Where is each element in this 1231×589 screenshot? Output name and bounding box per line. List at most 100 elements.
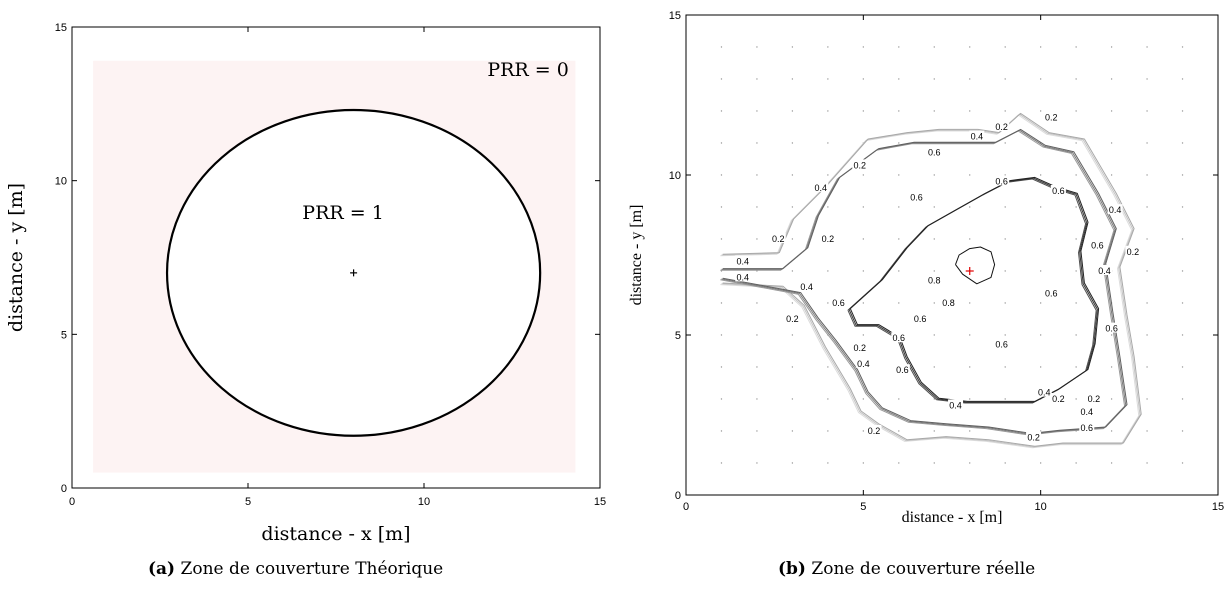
panel-b-grid-dot: [827, 110, 829, 112]
panel-b-contours: [720, 112, 1142, 449]
panel-b-grid-dot: [898, 398, 900, 400]
panel-b-x-tick-label: 0: [683, 501, 689, 513]
panel-b-grid-dot: [1181, 238, 1184, 240]
panel-b-grid-dot: [933, 302, 935, 304]
panel-b-grid-dot: [933, 366, 935, 368]
panel-b-contour-label: 0.6: [1052, 186, 1065, 196]
panel-b-contour-label-bg: [1026, 431, 1042, 442]
panel-b-grid-dot: [969, 238, 971, 240]
panel-b-grid-dot: [1146, 334, 1148, 336]
panel-b-grid-dot: [1075, 238, 1077, 240]
panel-b-grid-dot: [862, 206, 865, 208]
panel-b-contour-label: 0.2: [868, 426, 881, 436]
panel-b-contour-label: 0.2: [854, 160, 867, 170]
panel-b-grid-dot: [1146, 398, 1148, 400]
panel-b-grid-dot: [898, 110, 900, 112]
panel-b-contour-label-bg: [894, 364, 910, 375]
panel-b-grid-dot: [791, 78, 794, 80]
panel-b-grid-dot: [1039, 78, 1042, 80]
panel-b-contour-labels: 0.2 0.2 0.4 0.4 0.4 0.2 0.4 0.2 0.6 0.2 0.6 0.6 0.6 0…: [735, 111, 1141, 442]
panel-b-contour-label: 0.6: [1081, 423, 1094, 433]
panel-b-grid-dot: [720, 462, 723, 464]
panel-b-contour-label-bg: [1079, 421, 1095, 432]
panel-b-grid-dot: [1004, 174, 1006, 176]
panel-b-contour-label-bg: [1036, 386, 1052, 397]
panel-b-grid-dot: [1039, 334, 1042, 336]
panel-b-grid-dot: [1181, 110, 1184, 112]
panel-b-grid-dot: [1039, 430, 1042, 432]
panel-b-grid-dot: [720, 142, 723, 144]
panel-b-grid-dot: [827, 142, 829, 144]
panel-b-grid-dot: [1004, 110, 1006, 112]
panel-b-grid-dot: [1146, 302, 1148, 304]
panel-b-grid-dot: [1146, 270, 1148, 272]
panel-b-contour-label-bg: [1086, 393, 1102, 403]
panel-b-grid-dot: [969, 462, 971, 464]
panel-b-x-tick-label: 15: [1212, 501, 1224, 513]
panel-b-grid-dot: [1075, 270, 1077, 272]
panel-b-contour-label-bg: [909, 191, 925, 202]
panel-b-grid-dot: [756, 174, 758, 176]
panel-b-grid-dot: [791, 206, 794, 208]
panel-b-caption-text: Zone de couverture réelle: [811, 559, 1036, 579]
panel-b-grid-dot: [969, 366, 971, 368]
panel-b-grid-dot: [862, 430, 865, 432]
panel-b-contour-label: 0.6: [1105, 324, 1118, 334]
panel-b-ticks: 0 5 10 15 0 5 10 15: [669, 10, 1224, 513]
panel-b-contour-label-bg: [799, 281, 815, 291]
panel-a-y-tick-label: 15: [55, 22, 67, 34]
panel-b-grid-dot: [862, 238, 865, 240]
panel-a-prr1-label: PRR = 1: [302, 202, 383, 224]
panel-b-grid-dot: [862, 334, 865, 336]
panel-b-contour-label: 0.6: [893, 333, 906, 343]
panel-b-grid-dot: [862, 398, 865, 400]
panel-b-grid-dot: [1181, 302, 1184, 304]
panel-b-grid-dot: [791, 270, 794, 272]
panel-a-chart: 0 5 10 15 0 5 10 15 PRR = 0 PRR = 1 distance - …: [5, 22, 606, 545]
panel-b-grid-dot: [1039, 302, 1042, 304]
panel-b-grid-dot: [1181, 206, 1184, 208]
panel-b-contour-label: 0.4: [1081, 407, 1094, 417]
panel-b-contour-label-bg: [770, 233, 786, 243]
panel-b-grid-dot: [862, 110, 865, 112]
panel-b-grid-dot: [1146, 110, 1148, 112]
panel-b-contour-label-bg: [813, 181, 829, 192]
panel-b-grid-dot: [969, 334, 971, 336]
panel-b-contour-label: 0.2: [1027, 432, 1040, 442]
panel-b-contour-label: 0.4: [971, 132, 984, 142]
panel-b-contour-label: 0.2: [1127, 247, 1140, 257]
panel-b-contour-0-4: [720, 130, 1126, 436]
panel-b-contour-label: 0.2: [1088, 394, 1101, 404]
panel-b-grid-dot: [756, 78, 758, 80]
panel-b-grid-dot: [862, 462, 865, 464]
panel-b-contour-label: 0.4: [1098, 266, 1111, 276]
panel-b-grid-dot: [1181, 334, 1184, 336]
panel-b-grid-dot: [862, 270, 865, 272]
panel-b-grid-dot: [827, 270, 829, 272]
panel-b-contour-label-bg: [969, 130, 985, 141]
panel-b-grid-dot: [756, 110, 758, 112]
panel-b-grid-dot: [898, 462, 900, 464]
panel-b-contour-label: 0.6: [832, 298, 845, 308]
panel-b-contour-label-bg: [1107, 204, 1123, 215]
panel-b-grid-dot: [1039, 206, 1042, 208]
panel-b-grid-dot: [969, 302, 971, 304]
panel-b-grid-dot: [1004, 334, 1006, 336]
panel-b-grid-dot: [933, 238, 935, 240]
panel-a-y-tick-label: 10: [55, 176, 67, 188]
panel-b-grid-dot: [791, 398, 794, 400]
panel-b-grid-dot: [1110, 334, 1113, 336]
panel-b-contour-label: 0.4: [736, 256, 749, 266]
panel-a-ticks: 0 5 10 15 0 5 10 15: [55, 22, 606, 508]
panel-b-grid-dot: [791, 366, 794, 368]
panel-b-contour-label-bg: [926, 274, 942, 285]
panel-b-grid-dot: [791, 174, 794, 176]
panel-b-grid-dot: [1004, 142, 1006, 144]
panel-b-contour-label-bg: [820, 233, 836, 243]
panel-b-grid-dot: [969, 46, 971, 48]
panel-b-contour-label-bg: [852, 341, 868, 352]
panel-b-grid-dot: [720, 302, 723, 304]
panel-b-grid-dot: [1110, 142, 1113, 144]
panel-b-contour-label: 0.2: [1045, 112, 1058, 122]
panel-b-y-axis-label: distance - y [m]: [628, 205, 645, 306]
